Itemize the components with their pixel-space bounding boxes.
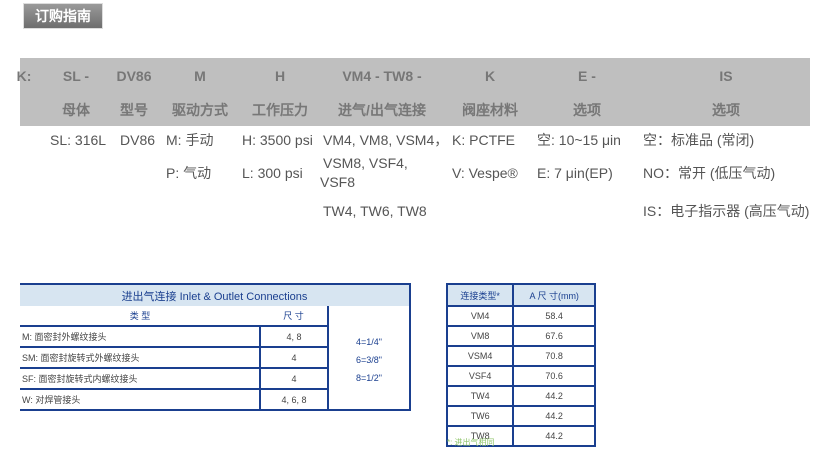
code-actuation: M [194, 68, 206, 84]
header-size: 尺 寸 [260, 306, 328, 327]
label-model: 型号 [120, 102, 148, 118]
seat-vespel: V: Vespe® [452, 165, 518, 181]
table-row: TW6 44.2 [445, 405, 596, 427]
size-cell: 4 [259, 346, 329, 369]
dimension-cell: 44.2 [512, 385, 596, 407]
size-conversion: 4=1/4" 6=3/8" 8=1/2" [327, 326, 410, 410]
ordering-guide-tab[interactable]: 订购指南 [23, 3, 103, 29]
type-cell: SM: 面密封旋转式外螺纹接头 [20, 346, 261, 369]
dimension-cell: 70.8 [512, 345, 596, 367]
actuation-pneumatic: P: 气动 [166, 165, 212, 181]
connections-line-4: TW4, TW6, TW8 [323, 203, 427, 219]
table-row: VSM4 70.8 [445, 345, 596, 367]
connections-line-1: VM4, VM8, VSM4， [323, 132, 449, 148]
dimension-cell: 70.6 [512, 365, 596, 387]
body-value: SL: 316L [50, 132, 107, 148]
connection-type-cell: TW6 [445, 405, 515, 427]
code-body: SL - [62, 68, 90, 84]
conversion-8: 8=1/2" [356, 372, 382, 383]
label-option-e: 选项 [573, 102, 601, 118]
option-e-ep: E: 7 μin(EP) [537, 165, 613, 181]
conversion-4: 4=1/4" [356, 336, 382, 347]
label-option-is: 选项 [712, 102, 740, 118]
type-cell: W: 对焊管接头 [20, 388, 261, 411]
table-row: TW8 44.2 [445, 425, 596, 447]
connection-type-cell: VM4 [445, 305, 515, 327]
label-actuation: 驱动方式 [172, 102, 228, 118]
connection-type-cell: VSM4 [445, 345, 515, 367]
seat-pctfe: K: PCTFE [452, 132, 516, 148]
model-value: DV86 [120, 132, 156, 148]
dimension-cell: 44.2 [512, 425, 596, 447]
label-pressure: 工作压力 [252, 102, 308, 118]
code-option-e: E - [578, 68, 596, 84]
connections-table: 进出气连接 Inlet & Outlet Connections 类 型尺 寸 … [20, 283, 411, 411]
dimension-cell: 58.4 [512, 305, 596, 327]
connections-line-3: VSF8 [320, 174, 356, 190]
connection-type-cell: TW8 [445, 425, 515, 447]
code-seat: K [484, 68, 496, 84]
option-is-no: NO：常开 (低压气动) [643, 165, 776, 181]
code-prefix: K: [16, 68, 32, 84]
connection-type-cell: TW4 [445, 385, 515, 407]
actuation-manual: M: 手动 [166, 132, 214, 148]
dimension-cell: 44.2 [512, 405, 596, 427]
size-cell: 4, 6, 8 [259, 388, 329, 411]
header-blank [327, 306, 410, 326]
table-row: VM4 58.4 [445, 305, 596, 327]
option-e-standard: 空: 10~15 μin [537, 132, 621, 148]
size-cell: 4 [259, 367, 329, 390]
order-code-header [20, 58, 810, 126]
connection-type-cell: VM8 [445, 325, 515, 347]
header-connection-type: 连接类型* [445, 283, 515, 307]
code-connection: VM4 - TW8 - [342, 68, 422, 84]
table-row: M: 面密封外螺纹接头 4, 8 4=1/4" 6=3/8" 8=1/2" [20, 325, 410, 410]
table-row: SM: 面密封旋转式外螺纹接头 4 [20, 346, 410, 369]
table-row: W: 对焊管接头 4, 6, 8 [20, 388, 410, 411]
header-type: 类 型 [20, 306, 260, 327]
code-pressure: H [274, 68, 286, 84]
conversion-6: 6=3/8" [356, 354, 382, 365]
pressure-low: L: 300 psi [242, 165, 303, 181]
connection-type-cell: VSF4 [445, 365, 515, 387]
code-model: DV86 [116, 68, 152, 84]
code-option-is: IS [719, 68, 733, 84]
type-cell: M: 面密封外螺纹接头 [20, 325, 261, 348]
size-cell: 4, 8 [259, 325, 329, 348]
option-is-standard: 空：标准品 (常闭) [643, 132, 755, 148]
dimension-table: 连接类型* A 尺 寸(mm) VM4 58.4 VM8 67.6 VSM4 70.8 VSF… [445, 283, 596, 447]
label-body: 母体 [62, 102, 90, 118]
option-is-indicator: IS：电子指示器 (高压气动) [643, 203, 810, 219]
table-row: SF: 面密封旋转式内螺纹接头 4 [20, 367, 410, 390]
dimension-cell: 67.6 [512, 325, 596, 347]
connections-table-title: 进出气连接 Inlet & Outlet Connections [20, 284, 410, 306]
label-connection: 进气/出气连接 [338, 102, 426, 118]
table-row: VM8 67.6 [445, 325, 596, 347]
label-seat: 阀座材料 [462, 102, 518, 118]
table-row: TW4 44.2 [445, 385, 596, 407]
dimension-note: *: 进出气相同 [447, 438, 495, 447]
type-cell: SF: 面密封旋转式内螺纹接头 [20, 367, 261, 390]
table-row: VSF4 70.6 [445, 365, 596, 387]
connections-line-2: VSM8, VSF4, [323, 155, 408, 171]
pressure-high: H: 3500 psi [242, 132, 313, 148]
header-a-dimension: A 尺 寸(mm) [512, 283, 596, 307]
